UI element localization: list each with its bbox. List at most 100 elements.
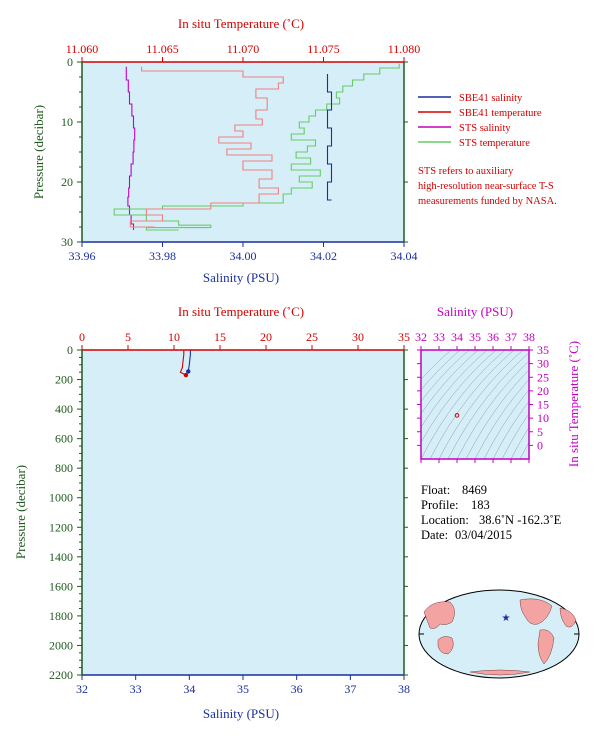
pressure-tick-label: 400: [55, 402, 73, 416]
temperature-tick-label: 25: [306, 330, 318, 344]
top-chart-series: [113, 63, 400, 231]
series-sts-salinity: [125, 66, 136, 230]
ts-salinity-label: Salinity (PSU): [437, 304, 513, 319]
location-label: Location:: [421, 513, 469, 527]
temperature-tick-label: 0: [79, 330, 85, 344]
map-continents: [423, 598, 577, 676]
ts-salinity-tick-label: 36: [487, 330, 499, 344]
series-salinity: [187, 350, 191, 372]
bottom-chart-pressure-ticks: 0 200 400 600 800 1000 1200 1400 1600 1800 2000 220…: [49, 343, 73, 682]
top-chart: In situ Temperature (˚C) 11.060 11.065 11.…: [31, 16, 420, 285]
temperature-tick-label: 5: [125, 330, 131, 344]
density-contour: [447, 352, 529, 459]
top-chart-temperature-ticks: 11.060 11.065 11.070 11.075 11.080: [66, 42, 421, 56]
map-landmass-north-america: [519, 598, 553, 625]
temperature-tick-label: 35: [398, 330, 410, 344]
ts-diagram: Salinity (PSU) 32 33 34 35 36 37 38 0510152025…: [415, 304, 581, 467]
date-label: Date:: [421, 528, 448, 542]
pressure-tick-label: 10: [61, 115, 73, 129]
salinity-tick-label: 38: [398, 682, 410, 696]
density-contour: [421, 350, 479, 415]
ts-point: [454, 413, 460, 418]
pressure-tick-label: 800: [55, 461, 73, 475]
top-chart-pressure-label: Pressure (decibar): [31, 105, 46, 199]
temperature-tick-label: 11.075: [307, 42, 340, 56]
ts-temperature-tick-label: 35: [537, 343, 549, 357]
legend-label-sbe41-salinity: SBE41 salinity: [459, 93, 523, 104]
float-position-star-icon: ★: [502, 613, 511, 624]
salinity-tick-label: 37: [344, 682, 356, 696]
map-landmass-south-america: [537, 629, 555, 665]
ts-salinity-tick-label: 33: [433, 330, 445, 344]
temperature-tick-label: 10: [168, 330, 180, 344]
series-end-marker: [186, 369, 191, 374]
legend: SBE41 salinity SBE41 temperature STS sal…: [418, 93, 557, 207]
pressure-tick-label: 0: [67, 55, 73, 69]
profile-value: 183: [471, 498, 490, 512]
temperature-tick-label: 11.080: [388, 42, 421, 56]
pressure-tick-label: 2000: [49, 638, 73, 652]
map-landmass-australia: [437, 636, 454, 655]
bottom-chart-temperature-ticks: 0 5 10 15 20 25 30 35: [79, 330, 410, 344]
ts-salinity-tick-label: 34: [451, 330, 463, 344]
ts-salinity-tick-label: 37: [505, 330, 517, 344]
density-contour: [510, 426, 529, 459]
salinity-tick-label: 36: [291, 682, 303, 696]
series-sbe41-salinity: [326, 74, 333, 201]
top-chart-pressure-ticks: 0 10 20 30: [61, 55, 73, 249]
legend-label-sts-temperature: STS temperature: [459, 138, 530, 149]
density-contour: [429, 350, 515, 459]
ts-temperature-tick-label: 5: [537, 425, 543, 439]
map-landmass-asia: [423, 601, 455, 629]
world-map: ★: [418, 589, 580, 679]
bottom-chart-salinity-label: Salinity (PSU): [203, 706, 279, 721]
ts-points: [454, 413, 460, 418]
density-contour: [483, 389, 529, 459]
salinity-tick-label: 34.04: [391, 249, 418, 263]
profile-label: Profile:: [421, 498, 459, 512]
location-value: 38.6˚N -162.3˚E: [479, 513, 562, 527]
float-label: Float:: [421, 483, 450, 497]
ts-temperature-tick-label: 0: [537, 438, 543, 452]
bottom-chart-salinity-ticks: 32 33 34 35 36 37 38: [76, 682, 410, 696]
float-value: 8469: [462, 483, 487, 497]
ts-temperature-tick-label: 25: [537, 370, 549, 384]
pressure-tick-label: 1800: [49, 609, 73, 623]
top-chart-plot-area: [82, 62, 404, 242]
ts-salinity-tick-label: 35: [469, 330, 481, 344]
bottom-chart-pressure-label: Pressure (decibar): [13, 465, 28, 559]
ts-plot-area: [421, 350, 529, 459]
density-contour: [501, 413, 529, 459]
ts-temperature-tick-label: 10: [537, 411, 549, 425]
ts-salinity-tick-label: 32: [415, 330, 427, 344]
density-contour: [421, 350, 506, 459]
ts-temperature-tick-label: 15: [537, 398, 549, 412]
pressure-tick-label: 1000: [49, 491, 73, 505]
legend-label-sbe41-temperature: SBE41 temperature: [459, 108, 542, 119]
ts-temperature-tick-label: 30: [537, 357, 549, 371]
pressure-tick-label: 1400: [49, 550, 73, 564]
series-end-marker: [183, 372, 189, 378]
density-contour: [421, 350, 461, 391]
density-contour: [519, 441, 529, 459]
map-landmass-antarctica: [469, 669, 531, 676]
temperature-tick-label: 15: [214, 330, 226, 344]
pressure-tick-label: 1600: [49, 579, 73, 593]
density-contour: [421, 350, 497, 443]
temperature-tick-label: 20: [260, 330, 272, 344]
sts-note: STS refers to auxiliary high-resolution …: [418, 166, 557, 207]
bottom-chart-plot-area: [82, 350, 404, 675]
top-chart-salinity-label: Salinity (PSU): [203, 270, 279, 285]
salinity-tick-label: 34.02: [310, 249, 337, 263]
float-info: Float: 8469 Profile: 183 Location: 38.6˚…: [421, 483, 562, 542]
salinity-tick-label: 33.98: [149, 249, 176, 263]
temperature-tick-label: 30: [352, 330, 364, 344]
bottom-chart-series: [179, 350, 191, 378]
pressure-tick-label: 1200: [49, 520, 73, 534]
density-contour: [492, 400, 529, 459]
series-temperature: [179, 350, 187, 376]
salinity-tick-label: 34.00: [230, 249, 257, 263]
ts-salinity-ticks: 32 33 34 35 36 37 38: [415, 330, 535, 344]
series-sts-temperature: [113, 63, 400, 231]
